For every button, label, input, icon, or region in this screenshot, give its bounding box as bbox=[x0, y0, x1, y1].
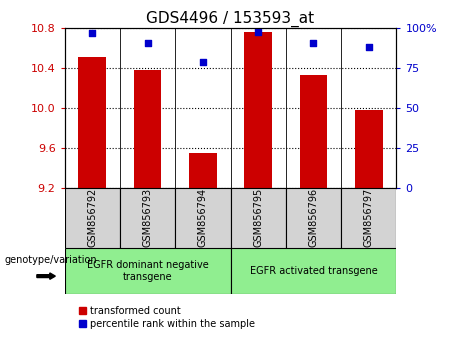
FancyBboxPatch shape bbox=[120, 188, 175, 248]
Bar bbox=[78, 57, 106, 188]
Text: genotype/variation: genotype/variation bbox=[5, 255, 97, 265]
Text: GSM856795: GSM856795 bbox=[253, 188, 263, 247]
Text: EGFR activated transgene: EGFR activated transgene bbox=[249, 266, 378, 276]
Text: GSM856794: GSM856794 bbox=[198, 188, 208, 247]
FancyBboxPatch shape bbox=[286, 188, 341, 248]
Point bbox=[144, 40, 151, 46]
Text: GSM856796: GSM856796 bbox=[308, 188, 319, 247]
FancyBboxPatch shape bbox=[341, 188, 396, 248]
Point bbox=[199, 59, 207, 65]
FancyBboxPatch shape bbox=[175, 188, 230, 248]
Bar bbox=[300, 75, 327, 188]
FancyBboxPatch shape bbox=[65, 188, 120, 248]
Bar bbox=[189, 153, 217, 188]
Point bbox=[365, 45, 372, 50]
Point bbox=[310, 40, 317, 46]
Legend: transformed count, percentile rank within the sample: transformed count, percentile rank withi… bbox=[79, 306, 255, 329]
FancyBboxPatch shape bbox=[65, 248, 230, 294]
FancyBboxPatch shape bbox=[230, 188, 286, 248]
Point bbox=[254, 29, 262, 34]
Text: GSM856793: GSM856793 bbox=[142, 188, 153, 247]
Bar bbox=[244, 32, 272, 188]
Text: GSM856792: GSM856792 bbox=[87, 188, 97, 247]
Title: GDS4496 / 153593_at: GDS4496 / 153593_at bbox=[147, 11, 314, 27]
FancyBboxPatch shape bbox=[230, 248, 396, 294]
Text: GSM856797: GSM856797 bbox=[364, 188, 374, 247]
Text: EGFR dominant negative
transgene: EGFR dominant negative transgene bbox=[87, 260, 208, 282]
Bar bbox=[134, 70, 161, 188]
Point bbox=[89, 30, 96, 36]
Bar bbox=[355, 110, 383, 188]
